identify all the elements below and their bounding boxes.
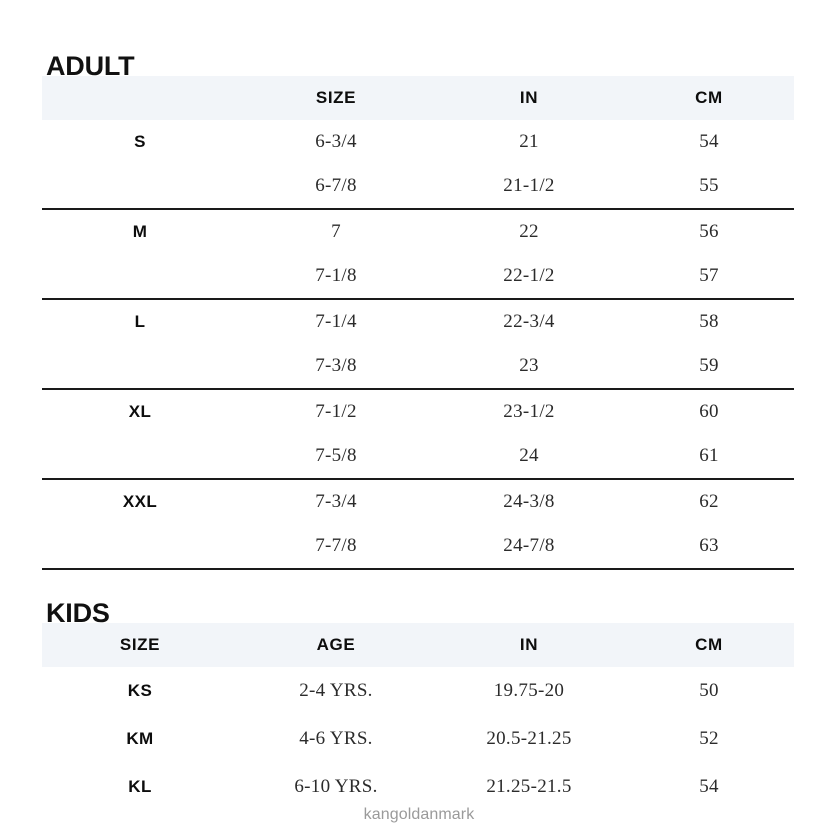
size-label-cell: M [132, 222, 148, 241]
kids-table-head: SIZE AGE IN CM [42, 623, 794, 667]
measurement-cell: 2-4 YRS. [299, 680, 373, 701]
measurement-cell: 55 [624, 164, 794, 210]
size-label-cell [42, 524, 238, 570]
measurement-cell: 24-7/8 [434, 524, 624, 570]
measurement-cell: 54 [699, 776, 719, 797]
measurement-cell: 7-1/2 [315, 401, 357, 422]
kids-header-cell-size: SIZE [119, 635, 161, 654]
table-row: 7-1/8 22-1/2 57 [42, 254, 794, 300]
measurement-cell: 4-6 YRS. [299, 728, 373, 749]
size-label-cell: KS [127, 681, 153, 700]
size-label-cell: KM [126, 729, 154, 748]
measurement-cell: 52 [699, 728, 719, 749]
size-label-cell: XXL [122, 492, 158, 511]
kids-header-cell-age: AGE [316, 635, 356, 654]
measurement-cell: 56 [699, 221, 719, 242]
measurement-cell: 7 [331, 221, 341, 242]
table-row: KM 4-6 YRS. 20.5-21.25 52 [42, 715, 794, 763]
watermark-text: kangoldanmark [363, 806, 475, 823]
measurement-cell: 24-3/8 [503, 491, 555, 512]
measurement-cell: 22-3/4 [503, 311, 555, 332]
measurement-cell: 22-1/2 [434, 254, 624, 300]
size-label-cell: KL [128, 777, 152, 796]
table-row: L 7-1/4 22-3/4 58 [42, 299, 794, 344]
measurement-cell: 7-1/8 [238, 254, 434, 300]
adult-table-body: S 6-3/4 21 54 6-7/8 21-1/2 55 M 7 22 56 7-1/8 22-1/2… [42, 120, 794, 570]
measurement-cell: 23-1/2 [503, 401, 555, 422]
adult-size-table: SIZE IN CM S 6-3/4 21 54 6-7/8 21-1/2 55 M 7 22 56… [42, 76, 794, 570]
table-row: XL 7-1/2 23-1/2 60 [42, 389, 794, 434]
measurement-cell: 19.75-20 [493, 680, 565, 701]
table-row: KS 2-4 YRS. 19.75-20 50 [42, 667, 794, 715]
measurement-cell: 21.25-21.5 [486, 776, 572, 797]
table-row: M 7 22 56 [42, 209, 794, 254]
kids-header-cell-in: IN [519, 635, 539, 654]
table-row: 7-7/8 24-7/8 63 [42, 524, 794, 570]
measurement-cell: 7-7/8 [238, 524, 434, 570]
table-row: 7-3/8 23 59 [42, 344, 794, 390]
table-row: 7-5/8 24 61 [42, 434, 794, 480]
measurement-cell: 58 [699, 311, 719, 332]
kids-size-table: SIZE AGE IN CM KS 2-4 YRS. 19.75-20 50 KM 4-6… [42, 623, 794, 811]
measurement-cell: 6-7/8 [238, 164, 434, 210]
table-row: S 6-3/4 21 54 [42, 120, 794, 164]
measurement-cell: 7-3/8 [238, 344, 434, 390]
measurement-cell: 7-5/8 [238, 434, 434, 480]
measurement-cell: 59 [624, 344, 794, 390]
table-row: XXL 7-3/4 24-3/8 62 [42, 479, 794, 524]
measurement-cell: 21 [519, 131, 539, 152]
kids-table-body: KS 2-4 YRS. 19.75-20 50 KM 4-6 YRS. 20.5-21.25… [42, 667, 794, 811]
size-label-cell [42, 344, 238, 390]
table-row: KL 6-10 YRS. 21.25-21.5 54 [42, 763, 794, 811]
measurement-cell: 7-3/4 [315, 491, 357, 512]
adult-table-head: SIZE IN CM [42, 76, 794, 120]
adult-header-cell-size: SIZE [315, 88, 357, 107]
measurement-cell: 57 [624, 254, 794, 300]
measurement-cell: 6-10 YRS. [294, 776, 378, 797]
measurement-cell: 24 [434, 434, 624, 480]
measurement-cell: 50 [699, 680, 719, 701]
measurement-cell: 61 [624, 434, 794, 480]
measurement-cell: 20.5-21.25 [486, 728, 572, 749]
measurement-cell: 7-1/4 [315, 311, 357, 332]
size-label-cell [42, 254, 238, 300]
measurement-cell: 6-3/4 [315, 131, 357, 152]
adult-section-title: ADULT [46, 51, 135, 82]
adult-header-row: SIZE IN CM [42, 76, 794, 120]
measurement-cell: 62 [699, 491, 719, 512]
kids-header-row: SIZE AGE IN CM [42, 623, 794, 667]
size-label-cell: S [134, 132, 146, 151]
kids-header-cell-cm: CM [695, 635, 723, 654]
adult-header-cell-0 [42, 76, 238, 120]
size-label-cell [42, 434, 238, 480]
measurement-cell: 54 [699, 131, 719, 152]
adult-header-cell-cm: CM [695, 88, 723, 107]
table-row: 6-7/8 21-1/2 55 [42, 164, 794, 210]
measurement-cell: 63 [624, 524, 794, 570]
kids-section-title: KIDS [46, 598, 110, 629]
measurement-cell: 21-1/2 [434, 164, 624, 210]
size-label-cell: L [134, 312, 146, 331]
measurement-cell: 22 [519, 221, 539, 242]
adult-header-cell-in: IN [519, 88, 539, 107]
measurement-cell: 23 [434, 344, 624, 390]
size-label-cell [42, 164, 238, 210]
measurement-cell: 60 [699, 401, 719, 422]
size-label-cell: XL [128, 402, 152, 421]
